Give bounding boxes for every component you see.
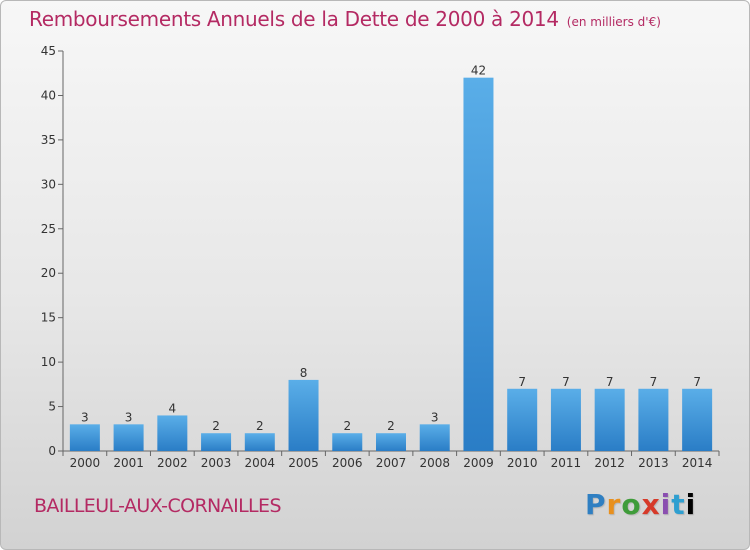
bar-2008	[419, 424, 450, 451]
bar-2010	[507, 388, 538, 451]
x-tick-label: 2000	[70, 456, 101, 470]
data-label-2001: 3	[125, 410, 133, 424]
bar-2012	[594, 388, 625, 451]
data-label-2011: 7	[562, 375, 570, 389]
logo-letter: o	[621, 488, 642, 521]
bar-2000	[69, 424, 100, 451]
y-tick-label: 45	[41, 44, 56, 58]
x-tick-label: 2009	[463, 456, 494, 470]
x-tick-label: 2013	[638, 456, 669, 470]
data-label-2006: 2	[343, 419, 351, 433]
x-tick-label: 2012	[594, 456, 625, 470]
chart-title: Remboursements Annuels de la Dette de 20…	[29, 7, 661, 31]
data-label-2013: 7	[650, 375, 658, 389]
bar-2014	[682, 388, 713, 451]
bar-2006	[332, 433, 363, 451]
bar-2002	[157, 415, 188, 451]
logo-letter: P	[585, 488, 607, 521]
x-tick-label: 2004	[245, 456, 276, 470]
chart-title-text: Remboursements Annuels de la Dette de 20…	[29, 7, 559, 31]
data-label-2008: 3	[431, 410, 439, 424]
data-label-2012: 7	[606, 375, 614, 389]
proxiti-logo[interactable]: Proxiti	[585, 488, 696, 521]
x-tick-label: 2006	[332, 456, 363, 470]
chart-subtitle: (en milliers d'€)	[566, 15, 661, 29]
bar-2009	[463, 77, 494, 452]
bar-2003	[201, 433, 232, 451]
x-tick-label: 2003	[201, 456, 232, 470]
y-tick-label: 15	[41, 311, 56, 325]
bar-2005	[288, 379, 319, 451]
logo-letter: r	[606, 488, 622, 521]
y-tick-label: 10	[41, 355, 56, 369]
chart-bars	[69, 77, 713, 452]
x-tick-label: 2011	[551, 456, 582, 470]
bar-2013	[638, 388, 669, 451]
data-label-2007: 2	[387, 419, 395, 433]
chart-labels: 0 5 10 15 20 25 30 35 40 45 2000 3 2001 3 2002 4 2003 2 20…	[41, 44, 713, 470]
y-tick-label: 40	[41, 88, 56, 102]
commune-name: BAILLEUL-AUX-CORNAILLES	[34, 495, 282, 517]
x-tick-label: 2001	[113, 456, 144, 470]
data-label-2002: 4	[169, 401, 177, 415]
logo-letter: x	[641, 488, 661, 521]
y-tick-label: 25	[41, 222, 56, 236]
bar-2001	[113, 424, 144, 451]
x-tick-label: 2002	[157, 456, 188, 470]
logo-letter: i	[685, 488, 697, 521]
logo-letter: t	[671, 488, 686, 521]
bar-2004	[244, 433, 275, 451]
bar-2011	[550, 388, 581, 451]
x-tick-label: 2005	[288, 456, 319, 470]
logo-letter: i	[660, 488, 672, 521]
x-tick-label: 2007	[376, 456, 407, 470]
data-label-2003: 2	[212, 419, 220, 433]
data-label-2000: 3	[81, 410, 89, 424]
bar-2007	[376, 433, 406, 451]
x-tick-label: 2014	[682, 456, 713, 470]
y-tick-label: 5	[48, 400, 56, 414]
x-tick-label: 2008	[419, 456, 450, 470]
data-label-2014: 7	[693, 375, 701, 389]
y-tick-label: 20	[41, 266, 56, 280]
y-tick-label: 30	[41, 177, 56, 191]
data-label-2009: 42	[471, 64, 486, 78]
data-label-2005: 8	[300, 366, 308, 380]
x-tick-label: 2010	[507, 456, 538, 470]
y-tick-label: 0	[48, 444, 56, 458]
y-tick-label: 35	[41, 133, 56, 147]
data-label-2010: 7	[518, 375, 526, 389]
data-label-2004: 2	[256, 419, 264, 433]
